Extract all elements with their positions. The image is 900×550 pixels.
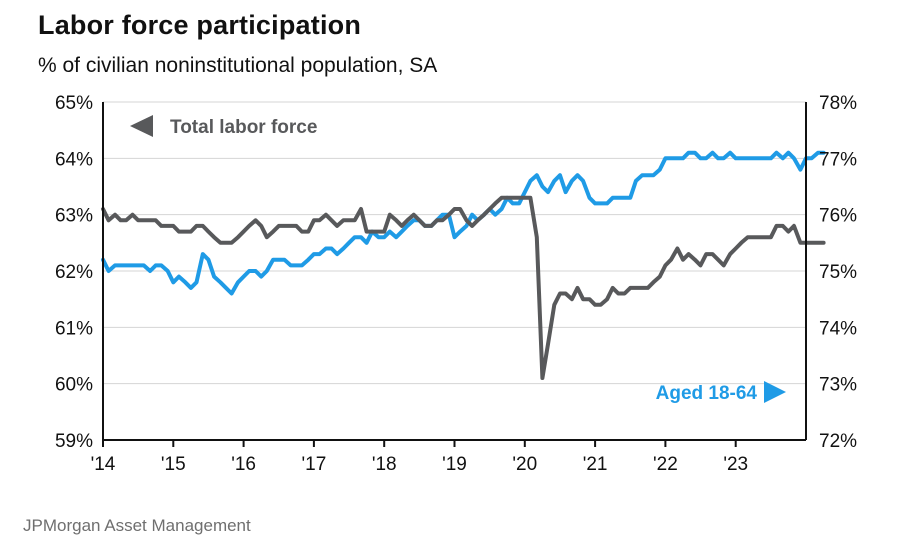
y-tick-label-right: 74% bbox=[819, 318, 857, 339]
y-tick-label-left: 60% bbox=[55, 375, 93, 396]
x-tick-label: '22 bbox=[653, 454, 678, 475]
x-tick-label: '20 bbox=[512, 454, 537, 475]
x-tick-label: '16 bbox=[231, 454, 256, 475]
y-tick-label-left: 64% bbox=[55, 149, 93, 170]
series-line-aged-18-64 bbox=[101, 150, 826, 296]
y-tick-label-left: 63% bbox=[55, 206, 93, 227]
y-tick-label-left: 61% bbox=[55, 318, 93, 339]
y-tick-label-right: 75% bbox=[819, 262, 857, 283]
y-tick-label-right: 72% bbox=[819, 431, 857, 452]
chart-title: Labor force participation bbox=[38, 10, 362, 40]
legend-marker-left-triangle-icon bbox=[130, 115, 153, 137]
series-layer bbox=[101, 150, 826, 380]
x-tick-label: '18 bbox=[372, 454, 397, 475]
legend-label-aged-18-64: Aged 18-64 bbox=[656, 383, 758, 404]
legend-marker-right-triangle-icon bbox=[764, 381, 786, 403]
source-note: JPMorgan Asset Management bbox=[23, 516, 251, 535]
legend-layer: Total labor force Aged 18-64 bbox=[130, 115, 786, 404]
y-tick-label-left: 59% bbox=[55, 431, 93, 452]
legend-label-total-labor-force: Total labor force bbox=[170, 117, 317, 138]
y-tick-label-right: 77% bbox=[819, 149, 857, 170]
x-tick-label: '14 bbox=[91, 454, 116, 475]
chart-subtitle: % of civilian noninstitutional populatio… bbox=[38, 54, 438, 77]
y-tick-label-right: 73% bbox=[819, 375, 857, 396]
ticks-layer: 59% 60% 61% 62% 63% 64% 65% 72% 73% 74% 75% 76% 77% 7… bbox=[55, 93, 857, 475]
x-tick-label: '17 bbox=[302, 454, 327, 475]
x-tick-label: '23 bbox=[723, 454, 748, 475]
x-tick-label: '15 bbox=[161, 454, 186, 475]
x-tick-label: '19 bbox=[442, 454, 467, 475]
y-tick-label-left: 62% bbox=[55, 262, 93, 283]
y-tick-label-left: 65% bbox=[55, 93, 93, 114]
y-tick-label-right: 78% bbox=[819, 93, 857, 114]
x-tick-label: '21 bbox=[583, 454, 608, 475]
y-tick-label-right: 76% bbox=[819, 206, 857, 227]
series-line-total-labor-force bbox=[101, 195, 826, 380]
